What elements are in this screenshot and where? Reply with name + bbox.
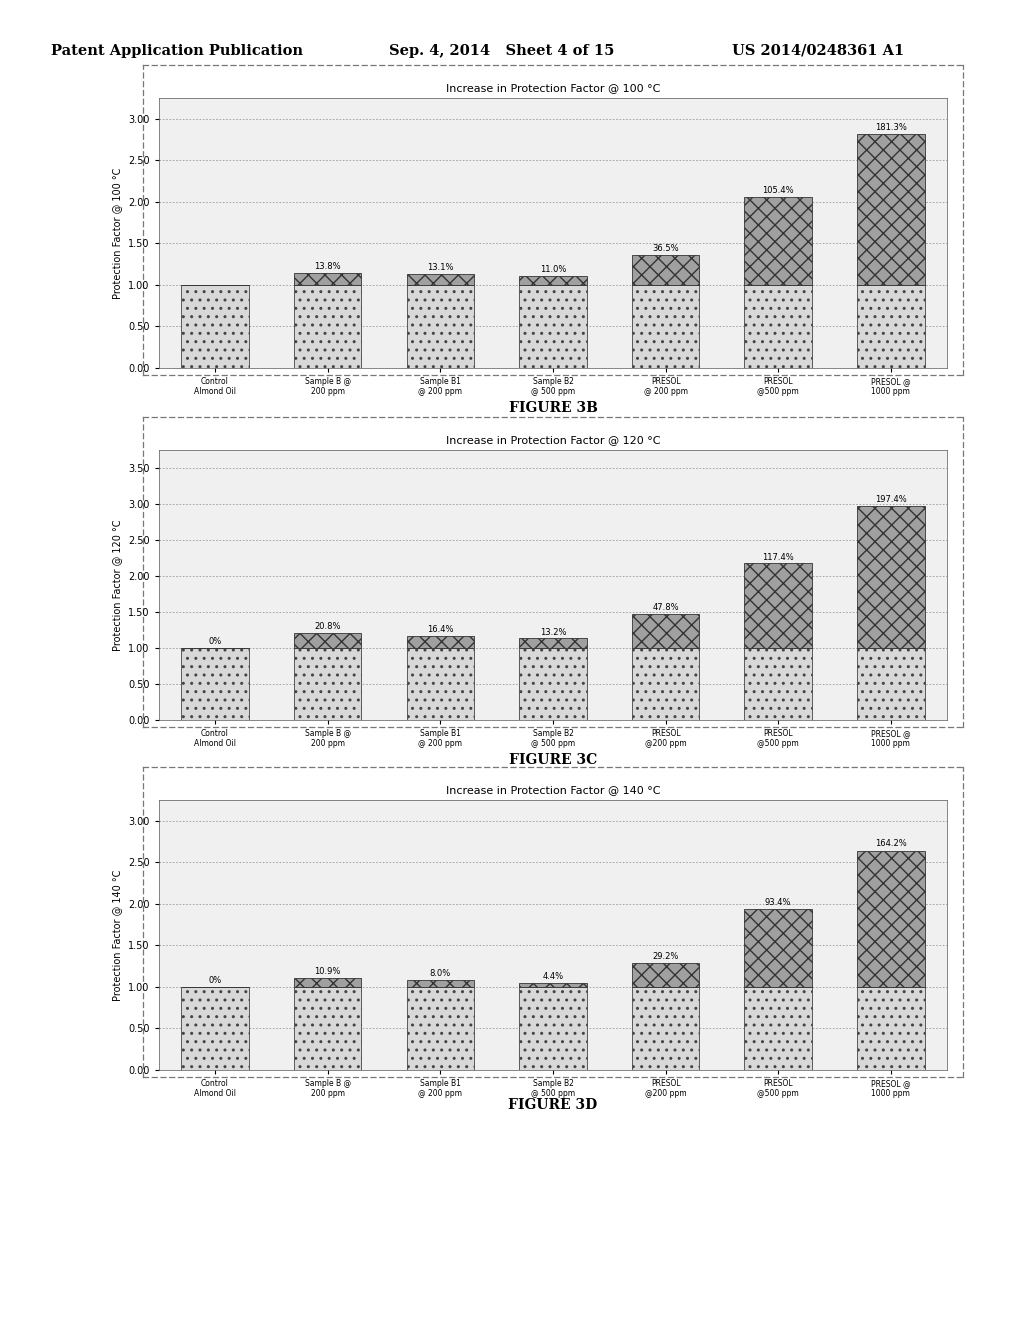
Bar xyxy=(294,987,361,1071)
Text: FIGURE 3B: FIGURE 3B xyxy=(509,401,597,414)
Text: 8.0%: 8.0% xyxy=(430,969,451,978)
Bar xyxy=(519,648,587,719)
Text: 20.8%: 20.8% xyxy=(314,622,341,631)
Bar xyxy=(181,648,249,719)
Y-axis label: Protection Factor @ 100 °C: Protection Factor @ 100 °C xyxy=(113,168,123,298)
Bar xyxy=(857,506,925,648)
Bar xyxy=(632,614,699,648)
Text: FIGURE 3C: FIGURE 3C xyxy=(509,752,597,767)
Bar xyxy=(632,648,699,719)
Bar xyxy=(857,850,925,987)
Bar xyxy=(857,285,925,368)
Bar xyxy=(519,639,587,648)
Text: 11.0%: 11.0% xyxy=(540,265,566,273)
Text: 0%: 0% xyxy=(209,638,221,647)
Bar xyxy=(407,636,474,648)
Bar xyxy=(632,962,699,987)
Text: 47.8%: 47.8% xyxy=(652,603,679,611)
Text: Patent Application Publication: Patent Application Publication xyxy=(51,44,303,58)
Text: 105.4%: 105.4% xyxy=(763,186,794,195)
Text: 29.2%: 29.2% xyxy=(652,952,679,961)
Text: 117.4%: 117.4% xyxy=(762,553,795,562)
Y-axis label: Protection Factor @ 120 °C: Protection Factor @ 120 °C xyxy=(113,519,123,651)
Bar xyxy=(744,198,812,285)
Y-axis label: Protection Factor @ 140 °C: Protection Factor @ 140 °C xyxy=(113,870,123,1001)
Text: US 2014/0248361 A1: US 2014/0248361 A1 xyxy=(732,44,904,58)
Text: 36.5%: 36.5% xyxy=(652,243,679,252)
Bar xyxy=(519,285,587,368)
Title: Increase in Protection Factor @ 100 °C: Increase in Protection Factor @ 100 °C xyxy=(445,83,660,92)
Bar xyxy=(519,276,587,285)
Text: 0%: 0% xyxy=(209,975,221,985)
Bar xyxy=(407,981,474,987)
Bar xyxy=(294,285,361,368)
Bar xyxy=(294,634,361,648)
Text: 4.4%: 4.4% xyxy=(543,973,563,981)
Bar xyxy=(407,275,474,285)
Text: FIGURE 3D: FIGURE 3D xyxy=(508,1098,598,1111)
Bar xyxy=(407,987,474,1071)
Text: 181.3%: 181.3% xyxy=(874,123,907,132)
Bar xyxy=(407,648,474,719)
Bar xyxy=(744,648,812,719)
Bar xyxy=(519,983,587,987)
Bar xyxy=(294,978,361,987)
Text: 16.4%: 16.4% xyxy=(427,626,454,635)
Bar xyxy=(744,909,812,987)
Bar xyxy=(857,648,925,719)
Text: 13.2%: 13.2% xyxy=(540,628,566,636)
Text: 93.4%: 93.4% xyxy=(765,898,792,907)
Text: Sep. 4, 2014   Sheet 4 of 15: Sep. 4, 2014 Sheet 4 of 15 xyxy=(389,44,614,58)
Bar xyxy=(181,285,249,368)
Bar xyxy=(632,255,699,285)
Bar xyxy=(744,987,812,1071)
Bar xyxy=(744,285,812,368)
Bar xyxy=(407,285,474,368)
Title: Increase in Protection Factor @ 120 °C: Increase in Protection Factor @ 120 °C xyxy=(445,436,660,445)
Title: Increase in Protection Factor @ 140 °C: Increase in Protection Factor @ 140 °C xyxy=(445,785,660,795)
Text: 164.2%: 164.2% xyxy=(874,840,907,849)
Bar xyxy=(632,285,699,368)
Text: 13.8%: 13.8% xyxy=(314,263,341,272)
Bar xyxy=(181,987,249,1071)
Bar xyxy=(632,987,699,1071)
Bar xyxy=(519,987,587,1071)
Bar xyxy=(744,564,812,648)
Text: 10.9%: 10.9% xyxy=(314,966,341,975)
Text: 13.1%: 13.1% xyxy=(427,263,454,272)
Bar xyxy=(857,987,925,1071)
Text: 197.4%: 197.4% xyxy=(874,495,907,504)
Bar xyxy=(857,135,925,285)
Bar xyxy=(294,273,361,285)
Bar xyxy=(294,648,361,719)
